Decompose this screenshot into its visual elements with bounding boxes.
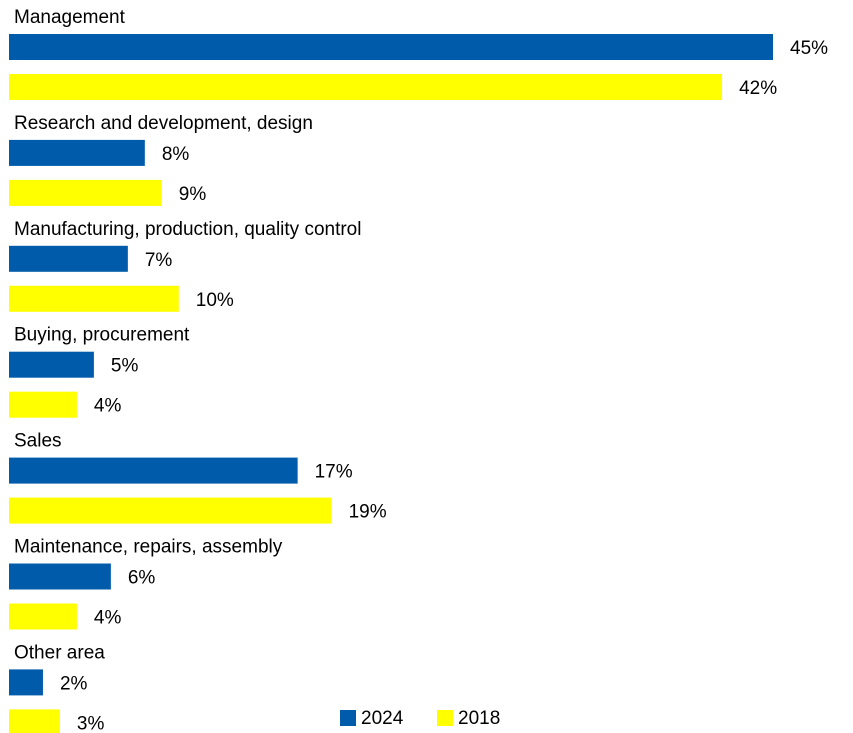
value-label: 3% (77, 713, 105, 733)
category-label: Management (14, 7, 126, 28)
bar (9, 139, 145, 166)
value-label: 19% (349, 502, 387, 523)
value-label: 5% (111, 356, 139, 377)
legend-swatch (340, 710, 356, 726)
bar (9, 74, 723, 100)
bar (9, 709, 60, 733)
bar (9, 603, 77, 630)
value-label: 4% (94, 396, 122, 417)
legend-label: 2018 (458, 708, 500, 729)
bar (9, 457, 298, 484)
value-label: 42% (739, 78, 777, 99)
bar (9, 669, 43, 696)
bar (9, 391, 77, 418)
category-label: Manufacturing, production, quality contr… (14, 219, 361, 240)
legend-label: 2024 (361, 708, 404, 729)
legend-swatch (437, 710, 453, 726)
value-label: 9% (179, 184, 207, 205)
category-label: Sales (14, 431, 62, 452)
value-label: 45% (790, 38, 828, 59)
bar (9, 497, 332, 524)
value-label: 8% (162, 144, 190, 165)
category-label: Research and development, design (14, 113, 313, 134)
value-label: 17% (315, 462, 353, 483)
value-label: 6% (128, 568, 156, 589)
bar (9, 285, 179, 312)
bar (9, 179, 162, 206)
value-label: 10% (196, 290, 234, 311)
bar (9, 351, 94, 378)
value-label: 7% (145, 250, 173, 271)
bar (9, 563, 111, 590)
bar (9, 245, 128, 272)
value-label: 2% (60, 673, 88, 694)
category-label: Buying, procurement (14, 325, 190, 346)
category-label: Maintenance, repairs, assembly (14, 537, 283, 558)
bar (9, 34, 773, 60)
category-label: Other area (14, 642, 105, 663)
value-label: 4% (94, 608, 122, 629)
